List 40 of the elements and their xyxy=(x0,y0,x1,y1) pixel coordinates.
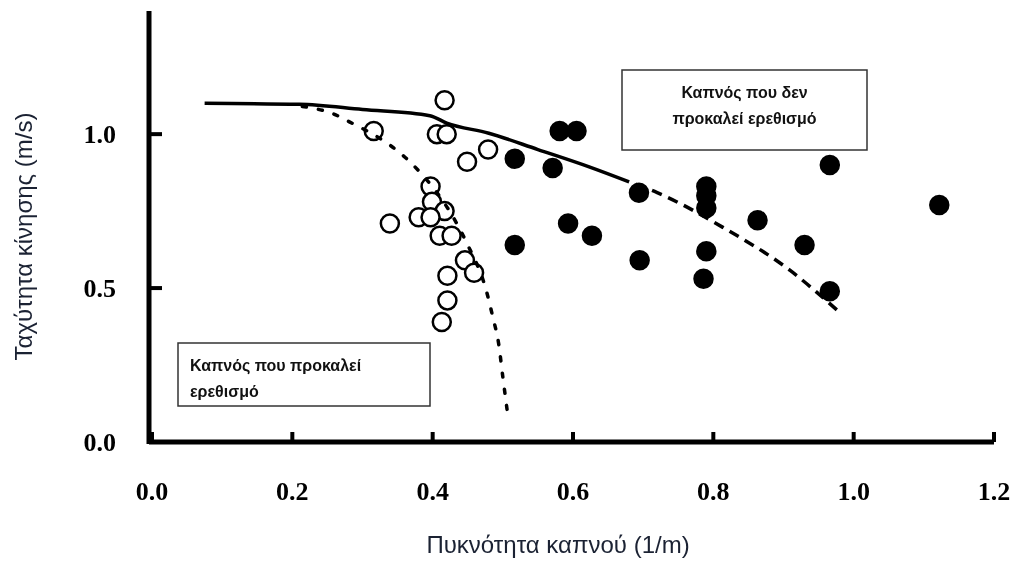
point xyxy=(819,154,841,176)
annotation: Καπνός που δεν προκαλεί ερεθισμό xyxy=(672,84,817,127)
y-tick-label: 0.0 xyxy=(83,428,116,457)
x-axis-title: Πυκνότητα καπνού (1/m) xyxy=(426,531,690,558)
point xyxy=(566,120,587,142)
point xyxy=(437,290,458,311)
y-axis-title: Ταχύτητα κίνησης (m/s) xyxy=(10,112,37,361)
point xyxy=(794,234,815,256)
point xyxy=(557,213,579,234)
point xyxy=(504,234,526,256)
point xyxy=(696,240,717,262)
point xyxy=(819,280,841,302)
point xyxy=(693,268,714,290)
point xyxy=(747,210,768,231)
point xyxy=(542,157,563,179)
point xyxy=(629,250,650,271)
x-tick-label: 1.0 xyxy=(837,477,870,506)
point xyxy=(437,265,458,287)
y-tick-label: 1.0 xyxy=(83,120,116,150)
x-tick-label: 0.2 xyxy=(276,477,309,506)
point xyxy=(379,213,401,234)
x-tick-label: 0.8 xyxy=(697,477,730,506)
y-tick-label: 0.5 xyxy=(83,274,116,304)
x-tick-label: 0.0 xyxy=(135,477,169,506)
point xyxy=(434,90,455,111)
point xyxy=(441,225,462,246)
point xyxy=(504,148,526,170)
point xyxy=(463,262,485,283)
point xyxy=(431,311,453,333)
point xyxy=(420,207,441,228)
x-tick-label: 0.6 xyxy=(556,477,590,506)
point xyxy=(549,120,570,142)
annotation: Καπνός που προκαλεί ερεθισμό xyxy=(190,357,362,400)
point xyxy=(456,151,478,173)
point xyxy=(477,139,499,160)
point xyxy=(581,225,603,246)
point xyxy=(436,123,457,145)
x-tick-label: 1.2 xyxy=(977,477,1011,506)
point xyxy=(929,194,950,216)
x-tick-label: 0.4 xyxy=(416,477,449,506)
